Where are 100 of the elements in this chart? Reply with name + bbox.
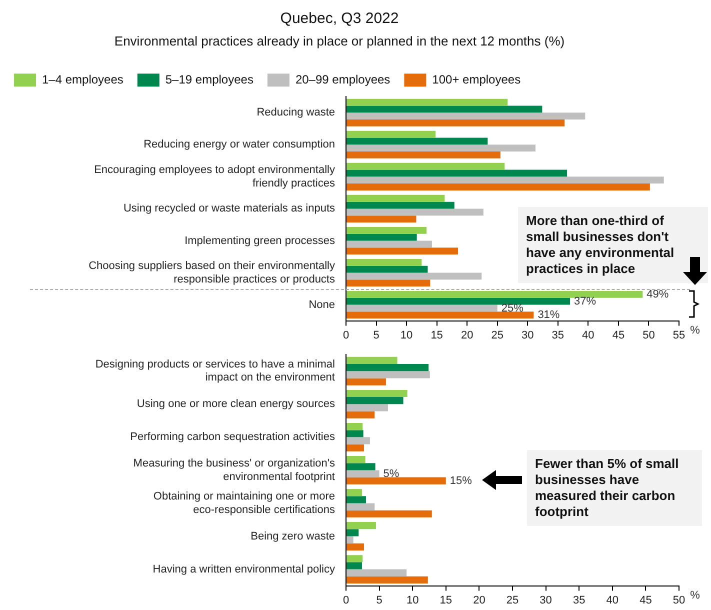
bar [346,576,428,584]
y-tick-label: Implementing green processes [184,234,336,247]
bar [346,216,416,222]
bar [346,390,408,398]
x-tick-label: 15 [440,594,452,606]
x-tick-label: 35 [572,594,586,606]
x-tick-label: 45 [612,329,625,342]
bar [346,364,429,372]
bar [346,529,359,536]
y-tick-label: Designing products or services to have a minimal impact on the environment [95,358,335,384]
x-tick-label: 10 [400,329,413,342]
bar [346,304,498,312]
bar [346,463,376,470]
data-label: 37% [574,295,596,308]
y-tick-label: Having a written environmental policy [152,563,336,576]
callout-box: More than one-third of small businesses don't have any environmental practices in place [518,206,708,283]
bar [346,503,375,510]
bar [346,258,422,266]
data-label: 15% [450,474,472,487]
y-tick-label: Performing carbon sequestration activities [130,431,336,444]
x-tick-label: 20 [473,594,486,606]
bar [346,298,570,305]
y-tick-label: Reducing energy or water consumption [144,138,335,151]
data-label: 31% [538,309,560,322]
x-tick-label: 40 [582,329,594,342]
bar [346,489,362,496]
data-label: 25% [501,302,524,314]
bar [346,510,432,518]
bar [346,138,488,145]
legend-label: 1–4 employees [42,72,124,86]
x-tick-label: 55 [672,329,686,342]
bar [346,144,536,152]
bar [346,569,407,576]
bar [346,162,505,170]
bar [346,266,428,273]
y-tick-label: Reducing waste [256,106,335,119]
bar [346,522,376,530]
x-tick-label: 25 [491,329,504,342]
callout-box: Fewer than 5% of small businesses have measured their carbon footprint [527,450,702,526]
bar [346,470,380,478]
bar [346,130,436,138]
bar [346,194,445,202]
chart-subtitle: Environmental practices already in place or planned in the next 12 months (%) [114,33,565,48]
bar [346,272,482,280]
bar [346,437,370,444]
bar [346,456,366,464]
y-tick-label: Obtaining or maintaining one or more eco-responsible certifications [153,490,336,516]
x-tick-label: 20 [460,329,474,342]
data-label: 5% [383,468,400,480]
y-tick-label: Using recycled or waste materials as inputs [123,202,336,215]
y-tick-label: None [308,298,335,311]
bar [346,496,366,504]
bar [346,112,586,120]
bar [346,562,362,570]
x-tick-label: 30 [522,329,534,342]
legend-label: 5–19 employees [165,72,254,86]
x-tick-label: 50 [672,594,686,606]
bar [346,422,363,430]
bar [346,280,430,287]
bar [346,371,430,378]
x-tick-label: 30 [540,594,552,606]
bar [346,378,386,386]
chart-title: Quebec, Q3 2022 [280,10,399,28]
bar [346,411,375,418]
bar [346,226,427,234]
bar [346,477,446,484]
x-axis-title: % [690,589,700,602]
bar [346,444,364,452]
y-tick-label: Encouraging employees to adopt environmentally friendly practices [94,164,336,190]
bar [346,184,650,190]
bar [346,312,534,319]
y-tick-label: Measuring the business' or organization's environmental footprint [133,458,336,483]
data-label: 49% [646,288,669,300]
bar [346,208,484,216]
bar [346,176,664,184]
bar [346,234,417,241]
bar [346,356,398,364]
bar [346,120,565,126]
x-tick-label: 25 [506,594,519,606]
bar [346,170,567,177]
x-tick-label: 35 [552,329,564,342]
x-tick-label: 5 [373,329,380,342]
bar [346,240,432,248]
x-tick-label: 0 [342,594,350,606]
x-tick-label: 5 [376,594,382,606]
y-tick-label: Choosing suppliers based on their environmentally responsible practices or products [88,260,336,286]
x-tick-label: 10 [406,594,419,606]
x-tick-label: 0 [342,329,350,342]
x-tick-label: 15 [430,329,443,342]
y-tick-label: Using one or more clean energy sources [136,398,336,410]
bar [346,248,458,254]
bar [346,98,508,106]
bar [346,555,363,562]
bar [346,202,454,209]
x-tick-label: 40 [606,594,619,606]
bar [346,152,500,158]
bar [346,397,404,404]
x-tick-label: 50 [642,329,655,342]
y-tick-label: Being zero waste [250,530,335,542]
bar [346,404,388,412]
